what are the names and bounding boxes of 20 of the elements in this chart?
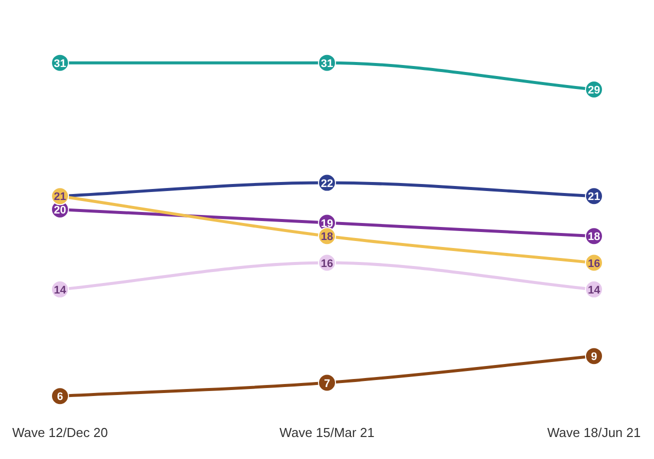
data-label: 22: [320, 178, 334, 190]
data-label: 19: [320, 218, 334, 230]
data-label: 14: [54, 284, 67, 296]
x-tick-label: Wave 12/Dec 20: [12, 424, 108, 440]
data-label: 6: [56, 391, 64, 404]
data-label: 9: [590, 351, 598, 364]
x-tick-label: Wave 18/Jun 21: [547, 424, 641, 440]
data-label: 16: [588, 258, 600, 270]
data-label: 21: [588, 191, 600, 204]
data-label: 20: [54, 204, 66, 216]
data-label: 18: [320, 231, 334, 244]
data-label: 7: [324, 378, 330, 390]
data-label: 21: [54, 191, 66, 204]
data-label: 29: [588, 84, 600, 97]
data-label: 31: [320, 58, 334, 70]
data-label: 16: [320, 258, 334, 270]
data-label: 14: [588, 284, 601, 296]
data-label: 18: [588, 231, 600, 244]
x-tick-label: Wave 15/Mar 21: [280, 424, 374, 440]
data-label: 31: [54, 58, 66, 70]
